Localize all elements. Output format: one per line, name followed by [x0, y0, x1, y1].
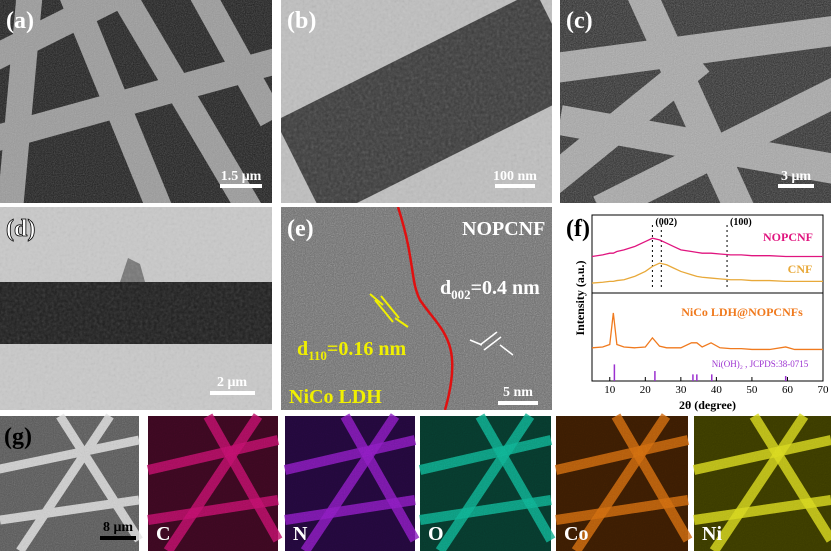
- element-label: C: [156, 523, 170, 545]
- map-noise: [285, 416, 415, 551]
- scale-label: 1.5 μm: [221, 169, 262, 184]
- sem-image-g: [0, 413, 143, 551]
- annotation: 110: [308, 348, 327, 363]
- x-tick-label: 50: [746, 384, 758, 396]
- map-noise: [694, 416, 831, 551]
- element-map: Ni: [692, 413, 831, 551]
- scale-bar: 2 μm: [210, 375, 255, 395]
- panel-label: (g): [4, 424, 32, 450]
- sem-image-c: [560, 0, 831, 203]
- x-tick-label: 30: [675, 384, 687, 396]
- panel-label: (a): [6, 8, 34, 34]
- annotation: d002=0.4 nm: [440, 277, 540, 302]
- series-line: [591, 237, 823, 258]
- series-label: NOPCNF: [763, 230, 813, 244]
- scale-bar: 1.5 μm: [220, 169, 262, 188]
- scale-bar: 3 μm: [778, 169, 814, 188]
- annotation: (100): [730, 217, 752, 228]
- map-noise: [556, 416, 688, 551]
- element-map: C: [146, 413, 283, 551]
- x-tick-label: 20: [640, 384, 652, 396]
- annotation: =0.16 nm: [327, 338, 407, 360]
- element-map: N: [283, 413, 420, 551]
- element-label: N: [293, 523, 308, 545]
- scale-bar: 8 μm: [100, 520, 136, 540]
- panel-label: (b): [287, 8, 316, 34]
- x-tick-label: 60: [782, 384, 794, 396]
- annotation: =0.4 nm: [471, 277, 541, 299]
- map-noise: [148, 416, 278, 551]
- element-label: Co: [564, 523, 588, 545]
- annotation: (002): [655, 217, 677, 228]
- scale-label: 3 μm: [781, 169, 811, 184]
- series-label: CNF: [788, 262, 813, 276]
- element-label: O: [428, 523, 444, 545]
- element-map: O: [418, 413, 556, 551]
- tem-image-d: [0, 207, 272, 410]
- annotation: d: [440, 277, 451, 299]
- scale-label: 2 μm: [217, 375, 247, 390]
- map-noise: [420, 416, 551, 551]
- panel-label: (e): [287, 216, 314, 242]
- scale-label: 5 nm: [503, 385, 533, 400]
- hrtem-image-e: [281, 207, 552, 410]
- element-label: Ni: [702, 523, 722, 545]
- annotation: d110=0.16 nm: [297, 338, 406, 363]
- element-map: Co: [554, 413, 693, 551]
- scale-bar: 100 nm: [493, 169, 537, 188]
- annotation: 002: [451, 287, 471, 302]
- series-label: NiCo LDH@NOPCNFs: [681, 305, 803, 319]
- series-line: [591, 262, 823, 284]
- scale-label: 100 nm: [493, 169, 537, 184]
- panel-label: (f): [566, 216, 590, 242]
- plot-frame: [591, 214, 824, 382]
- reference-label: Ni(OH)₂ , JCPDS:38-0715: [712, 359, 809, 369]
- annotation: d: [297, 338, 308, 360]
- x-tick-label: 70: [818, 384, 830, 396]
- panel-label: (c): [566, 8, 593, 34]
- y-axis-label: Intensity (a.u.): [573, 260, 587, 335]
- annotation: NiCo LDH: [289, 386, 382, 408]
- x-tick-label: 10: [604, 384, 616, 396]
- x-tick-label: 40: [711, 384, 723, 396]
- x-axis-label: 2θ (degree): [679, 398, 736, 412]
- scale-bar: 5 nm: [498, 385, 538, 405]
- scale-label: 8 μm: [103, 520, 133, 535]
- tem-image-b: [281, 0, 552, 203]
- sem-image-a: [0, 0, 272, 203]
- panel-label: (d): [6, 216, 35, 242]
- series-line: [591, 312, 823, 351]
- annotation: NOPCNF: [462, 218, 545, 240]
